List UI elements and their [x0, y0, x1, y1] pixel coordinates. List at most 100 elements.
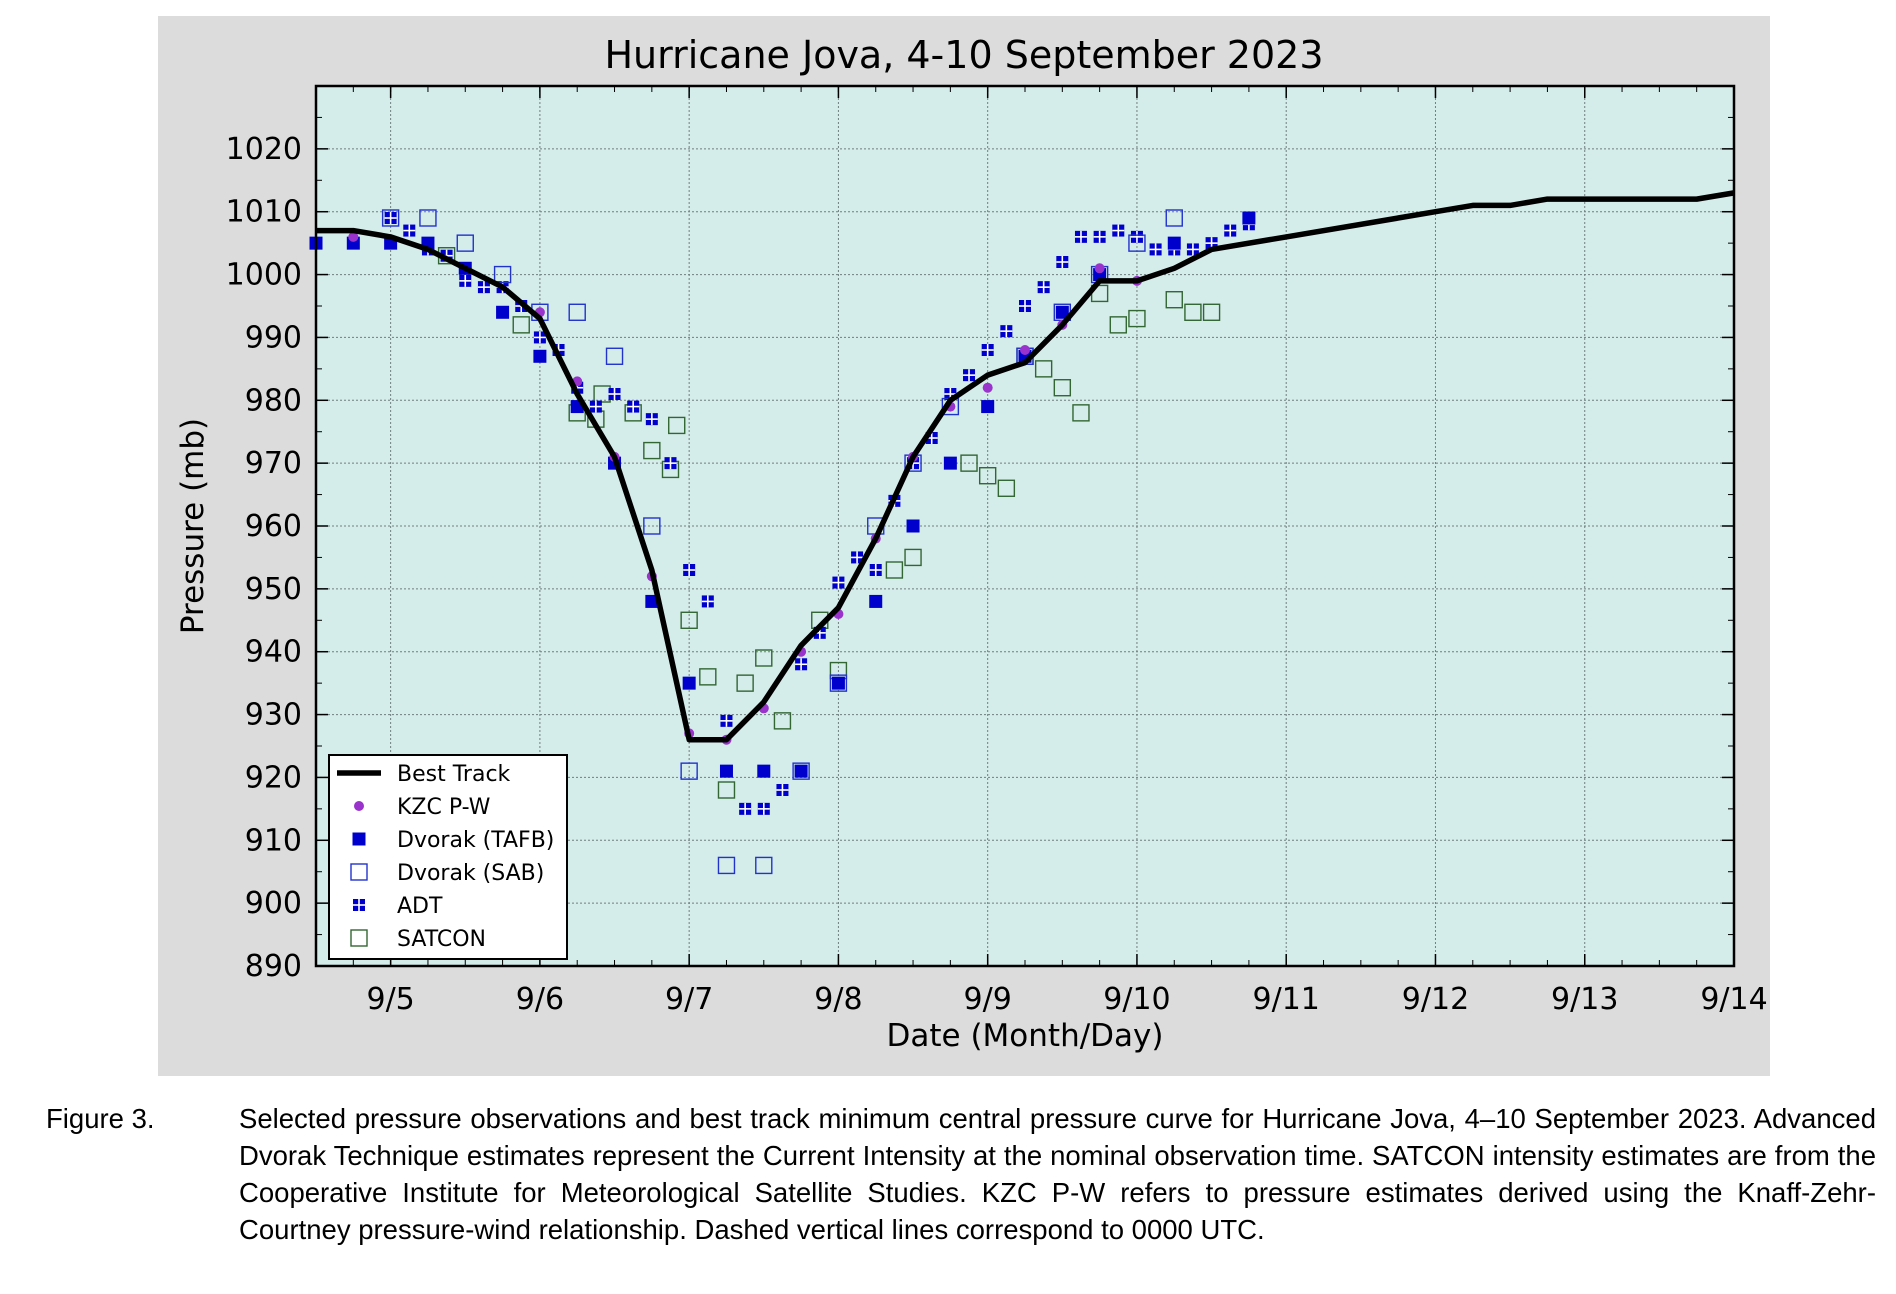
chart-title: Hurricane Jova, 4-10 September 2023: [604, 33, 1323, 77]
adt-point: [795, 658, 808, 671]
x-tick-label: 9/13: [1551, 982, 1618, 1017]
adt-point: [1000, 325, 1013, 338]
y-tick-label: 940: [245, 635, 302, 670]
pressure-chart: Hurricane Jova, 4-10 September 2023 890 9…: [158, 16, 1770, 1076]
legend-swatch-satcon: [350, 929, 368, 947]
legend-label-dvorak-sab: Dvorak (SAB): [397, 861, 544, 886]
adt-point: [720, 714, 733, 727]
adt-point: [701, 595, 714, 608]
x-tick-label: 9/6: [516, 982, 564, 1017]
dvorak-sab-point: [755, 856, 773, 875]
x-tick-label: 9/11: [1253, 982, 1320, 1017]
legend-label-dvorak-tafb: Dvorak (TAFB): [397, 828, 554, 853]
satcon-point: [1053, 379, 1072, 397]
dvorak-tafb-point: [831, 676, 845, 690]
y-tick-label: 900: [245, 886, 302, 921]
adt-point: [1037, 281, 1050, 294]
dvorak-sab-point: [680, 762, 698, 780]
adt-point: [384, 212, 397, 224]
legend: Best Track KZC P-W Dvorak (TAFB) Dvorak (SA…: [328, 754, 568, 960]
satcon-point: [1184, 303, 1202, 321]
dvorak-tafb-point: [1242, 211, 1256, 225]
plot-frame: [314, 84, 1736, 968]
y-tick-label: 980: [245, 383, 302, 418]
dvorak-sab-point: [456, 234, 474, 252]
axis-ticks: 890 900 910 920 930 940 950 960 970 980 990 1000 101…: [226, 86, 1768, 1017]
y-tick-label: 1010: [226, 195, 302, 230]
satcon-point: [1109, 316, 1127, 334]
dvorak-sab-point: [792, 762, 810, 780]
adt-point: [403, 224, 416, 237]
adt-point: [739, 802, 752, 815]
legend-swatch-dvorak-tafb: [352, 832, 366, 846]
adt-point: [851, 551, 864, 564]
kzc-p-w-point: [348, 231, 359, 242]
dvorak-tafb-point: [496, 305, 510, 319]
satcon-point: [885, 561, 904, 579]
y-tick-label: 920: [245, 760, 302, 795]
satcon-point: [773, 712, 792, 730]
dvorak-tafb-point: [1055, 305, 1069, 319]
dvorak-tafb-point: [1167, 236, 1181, 250]
adt-point: [683, 564, 696, 576]
legend-label-kzc-p-w: KZC P-W: [397, 795, 491, 820]
y-tick-label: 910: [245, 823, 302, 858]
adt-point: [981, 344, 994, 356]
y-tick-label: 960: [245, 509, 302, 544]
adt-point: [589, 400, 602, 413]
dvorak-tafb-point: [645, 594, 659, 608]
satcon-point: [1034, 360, 1053, 378]
series-dvorak-sab: [381, 209, 1183, 875]
adt-point: [1019, 300, 1031, 312]
adt-point: [477, 281, 490, 294]
adt-point: [608, 388, 621, 400]
adt-point: [1186, 243, 1199, 256]
adt-point: [459, 274, 472, 287]
legend-box: [328, 754, 568, 960]
dvorak-sab-point: [717, 856, 736, 875]
adt-point: [757, 802, 770, 815]
dvorak-sab-point: [419, 209, 437, 227]
satcon-point: [699, 668, 717, 686]
adt-point: [869, 564, 882, 576]
dvorak-tafb-point: [906, 519, 920, 533]
adt-point: [1224, 224, 1237, 237]
satcon-point: [643, 441, 661, 460]
x-tick-label: 9/5: [366, 982, 414, 1017]
adt-point: [1130, 230, 1143, 243]
y-tick-label: 990: [245, 320, 302, 355]
y-tick-label: 930: [245, 698, 302, 733]
x-tick-label: 9/14: [1700, 982, 1767, 1017]
legend-label-best-track: Best Track: [397, 762, 511, 787]
adt-point: [832, 576, 845, 589]
satcon-point: [755, 649, 773, 667]
x-tick-label: 9/9: [964, 982, 1012, 1017]
kzc-p-w-point: [1094, 263, 1105, 274]
x-tick-label: 9/7: [665, 982, 713, 1017]
data-layer: [309, 190, 1735, 875]
dvorak-tafb-point: [981, 400, 995, 414]
satcon-point: [1165, 291, 1183, 309]
dvorak-tafb-point: [943, 456, 957, 470]
series-best-track: [316, 190, 1735, 743]
y-tick-label: 1000: [226, 258, 302, 293]
satcon-point: [717, 781, 736, 799]
adt-point: [776, 784, 789, 796]
adt-point: [963, 369, 976, 382]
best-track-line: [316, 190, 1735, 743]
dvorak-tafb-point: [869, 594, 883, 608]
caption-label: Figure 3.: [46, 1103, 155, 1134]
y-tick-label: 890: [245, 949, 302, 984]
satcon-point: [978, 467, 997, 485]
dvorak-tafb-point: [794, 764, 808, 778]
dvorak-sab-point: [1165, 209, 1183, 227]
adt-point: [645, 413, 658, 426]
adt-point: [1056, 256, 1069, 268]
dvorak-sab-point: [1128, 234, 1146, 252]
x-tick-label: 9/8: [814, 982, 862, 1017]
grid-lines: [316, 86, 1735, 967]
legend-swatch-kzc-p-w: [354, 801, 364, 811]
legend-swatch-dvorak-sab: [350, 863, 368, 881]
kzc-p-w-point: [1020, 345, 1030, 355]
kzc-p-w-point: [982, 382, 993, 393]
